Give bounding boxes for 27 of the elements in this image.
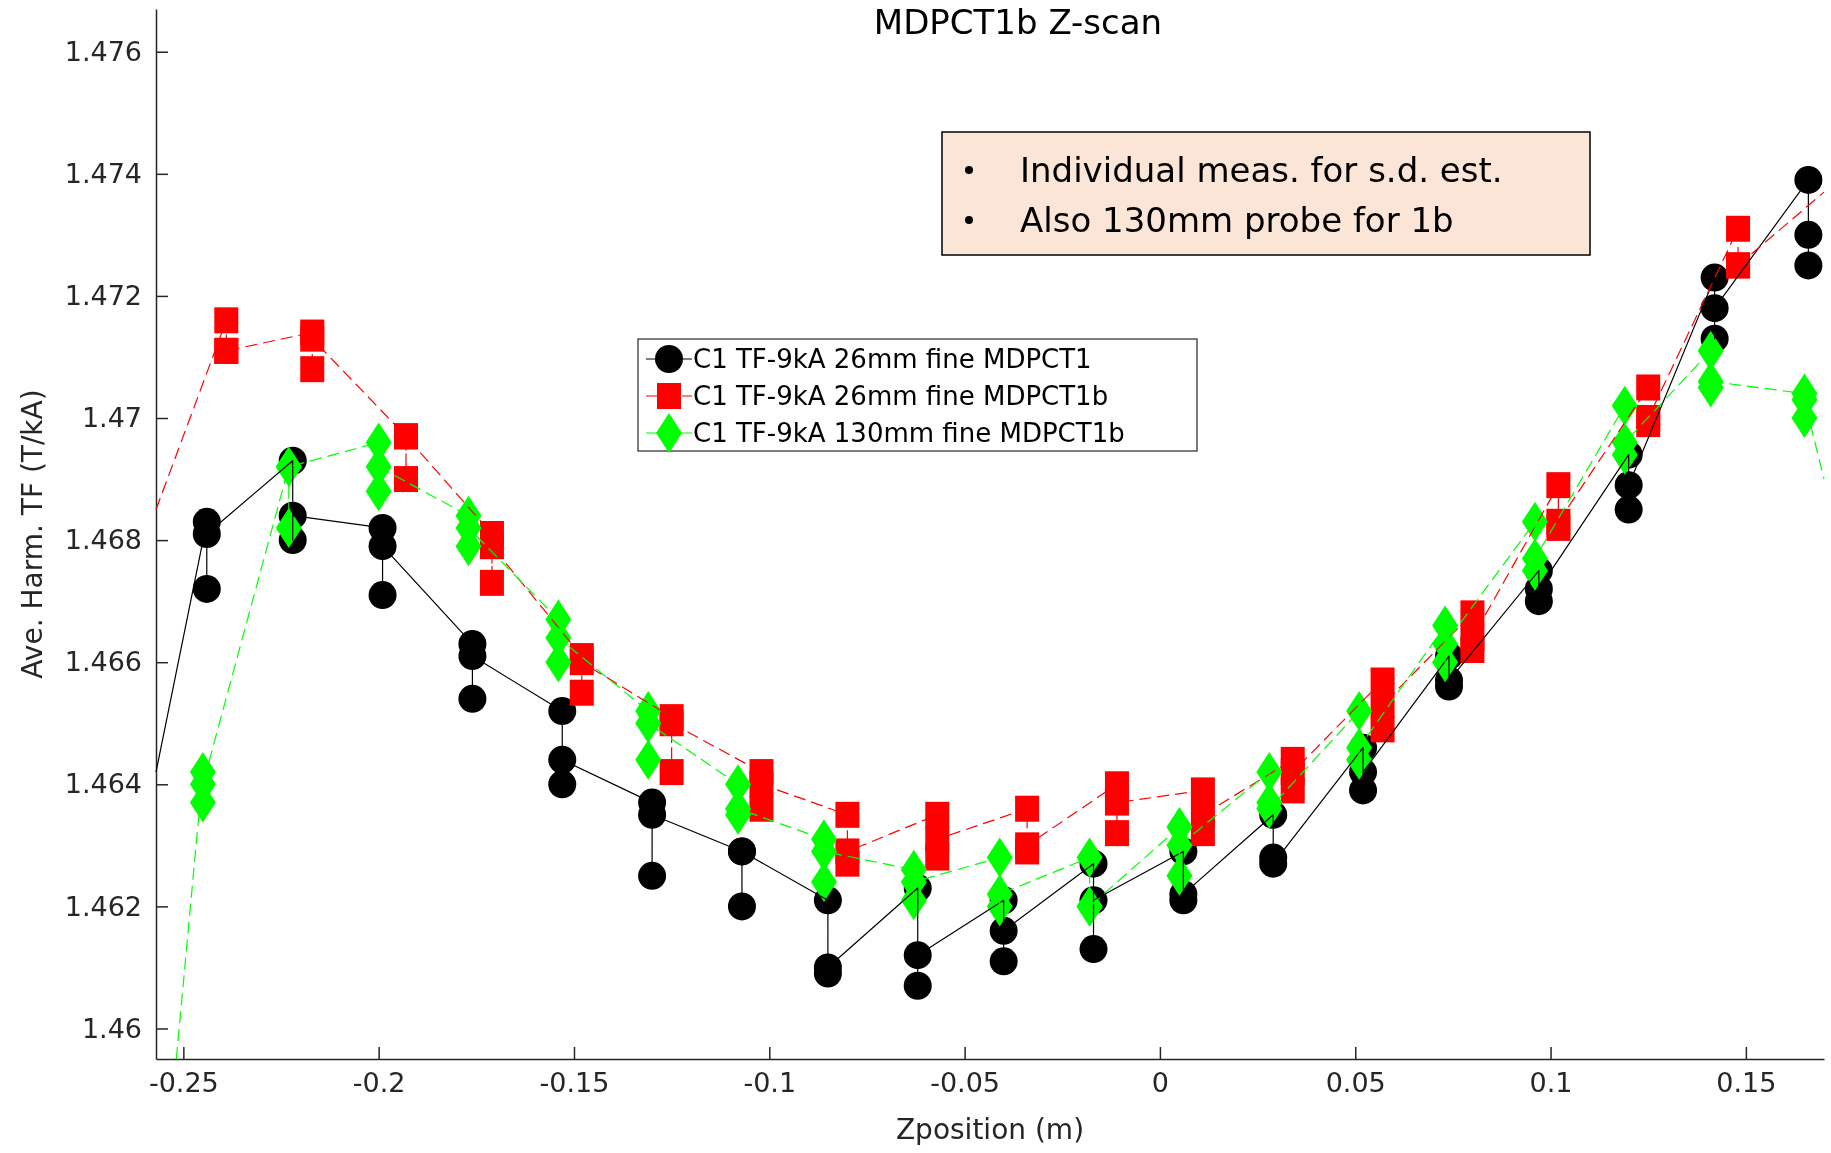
y-tick-label: 1.476 [64,35,142,67]
legend-label: C1 TF-9kA 130mm fine MDPCT1b [693,418,1125,448]
legend-label: C1 TF-9kA 26mm fine MDPCT1 [693,344,1092,374]
y-tick-label: 1.472 [64,280,142,312]
y-tick-label: 1.46 [81,1012,142,1044]
y-tick-label: 1.47 [81,402,142,434]
legend-label: C1 TF-9kA 26mm fine MDPCT1b [693,381,1109,411]
y-tick-label: 1.466 [64,646,142,678]
x-axis-title: Zposition (m) [895,1113,1085,1146]
y-tick-label: 1.468 [64,524,142,556]
y-axis-title: Ave. Harm. TF (T/kA) [16,389,49,679]
x-tick-label: -0.25 [148,1067,219,1099]
annotation: Individual meas. for s.d. est. [1020,150,1503,190]
x-tick-label: -0.1 [743,1067,797,1099]
y-tick-label: 1.464 [64,768,142,800]
x-tick-label: 0.1 [1529,1067,1573,1099]
y-tick-label: 1.474 [64,157,142,189]
chart-title: MDPCT1b Z-scan [873,2,1163,42]
y-tick-label: 1.462 [64,890,142,922]
x-tick-label: -0.2 [352,1067,406,1099]
x-tick-label: -0.05 [930,1067,1001,1099]
note-box: Individual meas. for s.d. est. Also 130mm probe for 1b [941,131,1591,256]
x-tick-label: 0.15 [1716,1067,1777,1099]
x-tick-label: 0 [1151,1067,1170,1099]
x-tick-label: -0.15 [539,1067,610,1099]
annotation: Also 130mm probe for 1b [1020,200,1454,240]
x-tick-label: 0.05 [1325,1067,1386,1099]
